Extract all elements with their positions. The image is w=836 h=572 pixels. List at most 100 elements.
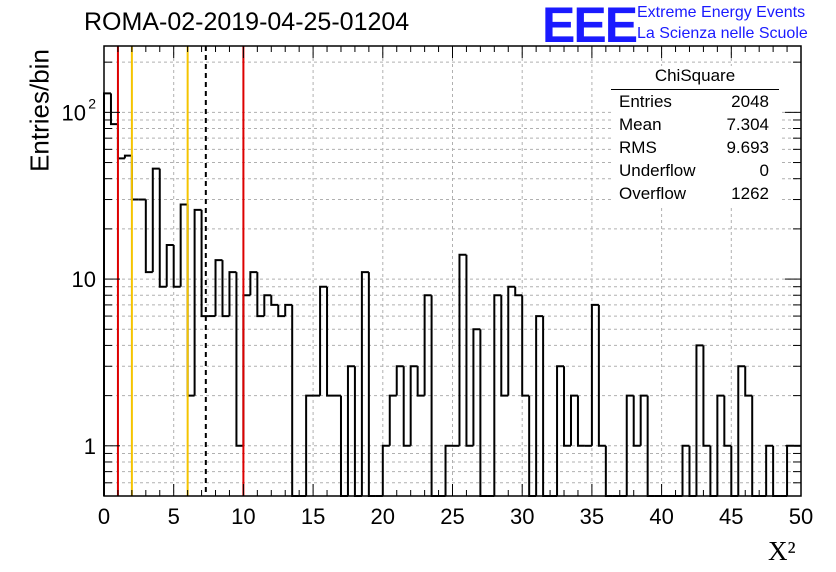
histogram-bin [632, 395, 641, 447]
x-axis-label: X² [768, 536, 796, 566]
x-tick-label: 45 [719, 504, 743, 529]
stats-box: ChiSquare Entries 2048 Mean 7.304 RMS 9.… [611, 66, 779, 206]
histogram-bin [409, 365, 418, 446]
histogram-bin [423, 294, 432, 396]
histogram-bin [402, 366, 411, 447]
x-tick-label: 5 [168, 504, 180, 529]
histogram-bin [639, 394, 648, 446]
logo-tagline-1: Extreme Energy Events [637, 4, 806, 21]
histogram-bin [514, 286, 523, 297]
histogram-bin [416, 366, 425, 397]
histogram-bin [221, 260, 230, 318]
y-tick-label: 10 [72, 267, 96, 292]
stats-row-rms: RMS 9.693 [619, 138, 769, 160]
histogram-bin [597, 304, 606, 447]
stats-value: 2048 [731, 92, 769, 111]
histogram-bin [723, 395, 732, 447]
histogram-bin [256, 272, 265, 318]
histogram-bin [214, 259, 223, 317]
stats-value: 1262 [731, 184, 769, 203]
y-tick-label: 1 [84, 434, 96, 459]
stats-label: RMS [619, 138, 657, 157]
chart-axes [103, 45, 802, 497]
eee-logo: EEE [542, 0, 638, 53]
histogram-bin [319, 285, 328, 396]
stats-value: 7.304 [726, 115, 769, 134]
histogram-bin [590, 303, 599, 446]
histogram-bin [395, 365, 404, 396]
histogram-bin [277, 304, 286, 318]
histogram-bin [569, 394, 578, 446]
histogram-bin [326, 286, 335, 397]
histogram-bin [381, 444, 390, 496]
histogram-bin [270, 295, 279, 306]
histogram-bin [444, 444, 453, 496]
histogram-bin [109, 93, 118, 126]
histogram-bin [493, 294, 502, 496]
reference-lines [116, 46, 245, 496]
histogram-bin [193, 208, 202, 396]
stats-label: Entries [619, 92, 672, 111]
stats-value: 0 [759, 161, 769, 180]
histogram-bin [263, 294, 272, 317]
histogram-bin [235, 272, 244, 447]
histogram-bin [702, 345, 711, 447]
histogram-bin [472, 328, 481, 446]
x-tick-label: 0 [98, 504, 110, 529]
histogram-bin [172, 245, 181, 288]
x-tick-label: 30 [510, 504, 534, 529]
y-tick-exponent: 2 [88, 95, 96, 111]
x-tick-label: 35 [580, 504, 604, 529]
histogram-bin [165, 244, 174, 287]
x-tick-label: 50 [789, 504, 813, 529]
histogram-bin [479, 329, 488, 497]
stats-title: ChiSquare [654, 66, 736, 85]
histogram-bin [179, 203, 188, 287]
histogram-bin [346, 365, 355, 496]
stats-label: Overflow [619, 184, 687, 203]
histogram-bin [103, 92, 111, 496]
histogram-bin [123, 154, 132, 159]
x-tick-label: 40 [649, 504, 673, 529]
histogram-bin [186, 204, 195, 397]
y-tick-label: 10 [62, 100, 86, 125]
x-tick-label: 25 [440, 504, 464, 529]
histogram-bin [563, 366, 571, 447]
logo-tagline-2: La Scienza nelle Scuole [637, 25, 808, 42]
histogram-bin [151, 167, 160, 273]
y-axis-label: Entries/bin [24, 49, 55, 172]
histogram-bin [556, 365, 565, 496]
histogram-bin [158, 168, 167, 288]
histogram-bin [291, 304, 300, 497]
histogram-bin [625, 394, 634, 496]
histogram-bin [542, 316, 551, 497]
histogram-bin [228, 271, 237, 317]
x-tick-label: 15 [301, 504, 325, 529]
stats-row-overflow: Overflow 1262 [619, 184, 769, 206]
stats-value: 9.693 [726, 138, 769, 157]
histogram-bin [465, 254, 474, 447]
histogram-bin [458, 253, 467, 446]
stats-label: Underflow [619, 161, 696, 180]
histogram-bin [305, 394, 314, 496]
histogram-bin [695, 344, 704, 496]
histogram-bin [242, 294, 251, 446]
stats-row-entries: Entries 2048 [619, 92, 769, 114]
histogram-bin [737, 365, 746, 496]
histogram-bin [249, 271, 258, 296]
histogram-bin [360, 271, 369, 496]
histogram-bin [521, 295, 530, 397]
histogram-bin [576, 395, 585, 447]
histogram-bin [353, 366, 362, 497]
histogram-bin [284, 303, 293, 317]
stats-label: Mean [619, 115, 662, 134]
histogram-bin [116, 124, 125, 160]
stats-row-mean: Mean 7.304 [619, 115, 769, 137]
stats-divider [611, 89, 779, 90]
histogram-bin [744, 366, 753, 397]
histogram-bin [500, 295, 509, 397]
histogram-bin [535, 315, 544, 496]
x-tick-label: 20 [371, 504, 395, 529]
